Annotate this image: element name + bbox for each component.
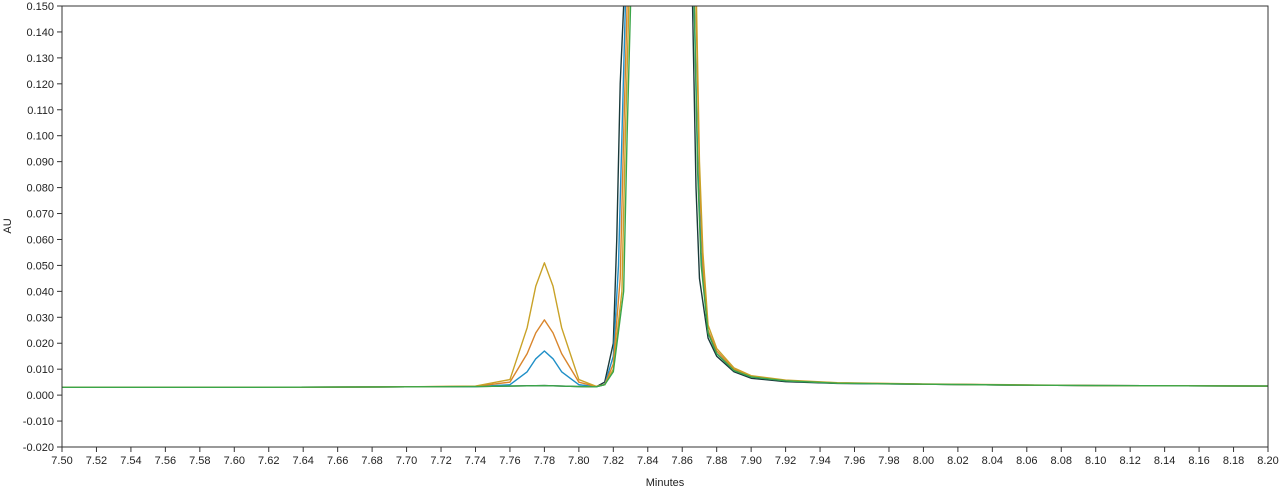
series-line-5 — [62, 6, 1268, 389]
x-tick-label: 7.94 — [809, 455, 830, 467]
y-tick-label: 0.150 — [26, 1, 54, 13]
y-tick-label: 0.130 — [26, 53, 54, 65]
x-tick-label: 8.16 — [1188, 455, 1209, 467]
x-tick-label: 8.00 — [913, 455, 934, 467]
x-tick-label: 7.50 — [51, 455, 72, 467]
x-tick-label: 7.90 — [740, 455, 761, 467]
x-tick-label: 7.92 — [775, 455, 796, 467]
y-tick-label: 0.110 — [27, 105, 54, 117]
x-tick-label: 7.76 — [499, 455, 520, 467]
series-line-3 — [62, 6, 1268, 389]
x-tick-label: 7.68 — [361, 455, 382, 467]
y-tick-label: 0.040 — [26, 286, 54, 298]
y-tick-marks — [57, 5, 62, 448]
x-tick-label: 8.14 — [1154, 455, 1175, 467]
x-tick-label: 7.96 — [844, 455, 865, 467]
y-tick-label: 0.120 — [26, 79, 54, 91]
y-tick-label: 0.030 — [26, 312, 54, 324]
y-tick-label: 0.140 — [26, 27, 54, 39]
x-tick-label: 7.72 — [430, 455, 451, 467]
x-tick-label: 7.70 — [396, 455, 417, 467]
y-tick-label: 0.090 — [26, 157, 54, 169]
x-tick-label: 7.98 — [878, 455, 899, 467]
x-tick-label: 7.74 — [465, 455, 486, 467]
y-tick-label: 0.070 — [26, 209, 54, 221]
y-axis-title: AU — [2, 218, 14, 233]
series-line-2 — [62, 6, 1268, 389]
x-tick-label: 7.52 — [86, 455, 107, 467]
y-tick-label: 0.010 — [26, 364, 54, 376]
x-tick-label: 8.06 — [1016, 455, 1037, 467]
x-tick-label: 8.02 — [947, 455, 968, 467]
y-tick-label: 0.100 — [26, 131, 54, 143]
x-tick-label: 7.88 — [706, 455, 727, 467]
x-tick-label: 7.80 — [568, 455, 589, 467]
x-tick-marks — [61, 447, 1269, 452]
y-tick-label: 0.080 — [26, 183, 54, 195]
x-tick-label: 8.20 — [1257, 455, 1278, 467]
x-tick-label: 8.18 — [1223, 455, 1244, 467]
x-axis-title: Minutes — [646, 477, 685, 489]
series-group — [62, 6, 1268, 389]
x-tick-label: 8.10 — [1085, 455, 1106, 467]
x-tick-label: 7.60 — [224, 455, 245, 467]
x-tick-labels: 7.50 7.52 7.54 7.56 7.58 7.60 7.62 7.64 7.66 7.68… — [51, 455, 1278, 467]
y-tick-label: -0.020 — [23, 442, 54, 454]
x-tick-label: 7.78 — [534, 455, 555, 467]
y-tick-label: -0.010 — [23, 416, 54, 428]
y-tick-label: 0.050 — [26, 260, 54, 272]
y-tick-labels: -0.020 -0.010 0.000 0.010 0.020 0.030 0.040 0.0… — [23, 1, 54, 454]
x-tick-label: 8.08 — [1051, 455, 1072, 467]
plot-frame — [61, 5, 1269, 448]
series-line-1 — [62, 6, 1268, 389]
x-tick-label: 7.66 — [327, 455, 348, 467]
x-tick-label: 7.82 — [603, 455, 624, 467]
x-tick-label: 8.12 — [1119, 455, 1140, 467]
series-line-4 — [62, 6, 1268, 389]
x-tick-label: 7.84 — [637, 455, 658, 467]
y-tick-label: 0.000 — [26, 390, 54, 402]
x-tick-label: 7.86 — [672, 455, 693, 467]
x-tick-label: 7.54 — [120, 455, 141, 467]
x-tick-label: 7.58 — [189, 455, 210, 467]
x-tick-label: 7.56 — [155, 455, 176, 467]
x-tick-label: 7.62 — [258, 455, 279, 467]
y-tick-label: 0.060 — [26, 234, 54, 246]
x-tick-label: 8.04 — [982, 455, 1003, 467]
x-tick-label: 7.64 — [292, 455, 313, 467]
y-tick-label: 0.020 — [26, 338, 54, 350]
